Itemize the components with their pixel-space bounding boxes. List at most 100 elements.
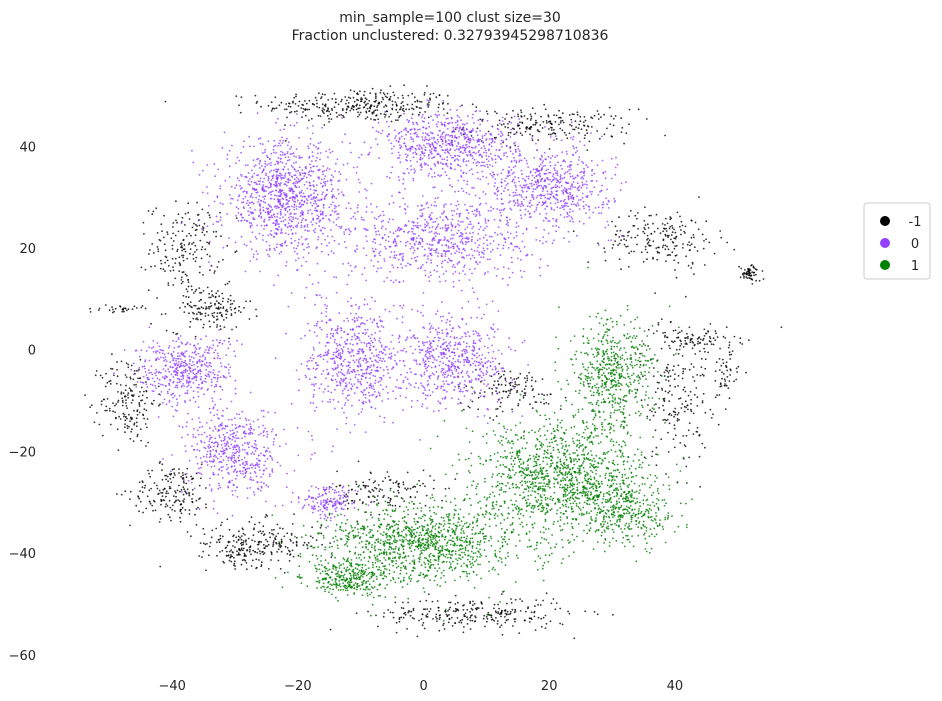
scatter-point bbox=[322, 206, 325, 209]
scatter-point bbox=[385, 105, 388, 108]
scatter-point bbox=[333, 195, 336, 198]
scatter-point bbox=[289, 554, 291, 556]
scatter-point bbox=[494, 110, 496, 113]
scatter-point bbox=[176, 250, 179, 253]
scatter-point bbox=[295, 170, 297, 173]
scatter-point bbox=[474, 615, 476, 617]
scatter-point bbox=[552, 239, 555, 242]
scatter-point bbox=[451, 130, 454, 133]
scatter-point bbox=[222, 246, 225, 249]
scatter-point bbox=[661, 223, 664, 225]
scatter-point bbox=[299, 173, 302, 176]
scatter-point bbox=[275, 207, 278, 210]
scatter-point bbox=[499, 130, 502, 133]
scatter-point bbox=[687, 337, 689, 340]
scatter-point bbox=[301, 210, 303, 212]
scatter-point bbox=[329, 542, 332, 544]
scatter-point bbox=[228, 280, 231, 283]
scatter-point bbox=[723, 384, 726, 387]
scatter-point bbox=[243, 243, 246, 246]
scatter-point bbox=[259, 208, 262, 211]
scatter-point bbox=[646, 234, 649, 237]
scatter-point bbox=[245, 539, 247, 542]
scatter-point bbox=[509, 207, 512, 210]
scatter-point bbox=[320, 532, 323, 535]
scatter-point bbox=[407, 121, 410, 124]
scatter-point bbox=[315, 146, 317, 148]
scatter-point bbox=[377, 131, 380, 134]
scatter-point bbox=[256, 253, 259, 255]
scatter-point bbox=[544, 126, 546, 128]
scatter-point bbox=[701, 233, 704, 236]
scatter-point bbox=[506, 175, 509, 178]
scatter-point bbox=[525, 610, 527, 613]
scatter-point bbox=[164, 474, 167, 477]
scatter-point bbox=[232, 551, 234, 554]
scatter-point bbox=[469, 616, 472, 619]
scatter-point bbox=[227, 300, 229, 303]
scatter-point bbox=[582, 222, 585, 225]
scatter-point bbox=[410, 138, 413, 141]
scatter-point bbox=[209, 305, 212, 308]
scatter-point bbox=[105, 372, 107, 375]
scatter-point bbox=[111, 353, 113, 356]
scatter-point bbox=[555, 186, 557, 189]
scatter-point bbox=[337, 188, 339, 191]
scatter-point bbox=[255, 308, 257, 311]
scatter-point bbox=[428, 134, 430, 137]
scatter-point bbox=[593, 114, 596, 117]
scatter-point bbox=[666, 336, 668, 339]
scatter-point bbox=[517, 148, 520, 151]
scatter-point bbox=[501, 120, 504, 122]
scatter-point bbox=[117, 399, 120, 402]
scatter-point bbox=[133, 305, 136, 308]
scatter-point bbox=[252, 256, 255, 258]
scatter-point bbox=[417, 243, 420, 245]
scatter-point bbox=[179, 510, 182, 513]
scatter-point bbox=[481, 137, 484, 140]
scatter-point bbox=[195, 288, 198, 291]
scatter-point bbox=[240, 235, 243, 238]
scatter-point bbox=[675, 236, 677, 239]
scatter-point bbox=[467, 240, 470, 243]
scatter-point bbox=[397, 491, 400, 494]
scatter-point bbox=[570, 195, 573, 198]
scatter-point bbox=[294, 110, 296, 113]
scatter-point bbox=[578, 132, 580, 134]
scatter-point bbox=[672, 369, 674, 371]
scatter-point bbox=[551, 155, 554, 157]
scatter-point bbox=[477, 177, 479, 180]
scatter-point bbox=[327, 253, 330, 256]
scatter-point bbox=[281, 231, 283, 234]
scatter-point bbox=[251, 539, 254, 541]
scatter-point bbox=[211, 294, 214, 296]
scatter-point bbox=[235, 541, 238, 544]
scatter-point bbox=[535, 119, 537, 122]
scatter-point bbox=[601, 184, 603, 187]
scatter-point bbox=[357, 107, 360, 110]
scatter-point bbox=[464, 132, 466, 134]
scatter-point bbox=[435, 96, 438, 99]
scatter-point bbox=[313, 185, 315, 188]
scatter-point bbox=[129, 376, 132, 379]
scatter-point bbox=[229, 306, 232, 309]
scatter-point bbox=[404, 144, 407, 147]
scatter-point bbox=[294, 217, 297, 220]
chart-title: min_sample=100 clust size=30 Fraction un… bbox=[292, 10, 609, 44]
scatter-point bbox=[745, 276, 748, 278]
scatter-point bbox=[445, 613, 448, 616]
scatter-point bbox=[474, 147, 476, 149]
scatter-point bbox=[275, 121, 277, 124]
scatter-point bbox=[500, 172, 503, 175]
scatter-point bbox=[326, 189, 329, 191]
scatter-point bbox=[468, 150, 470, 153]
scatter-point bbox=[388, 177, 391, 179]
scatter-point bbox=[319, 526, 322, 529]
scatter-point bbox=[377, 260, 379, 263]
scatter-point bbox=[359, 181, 361, 184]
scatter-point bbox=[203, 234, 206, 236]
scatter-point bbox=[274, 249, 276, 251]
scatter-point bbox=[438, 114, 440, 116]
scatter-point bbox=[614, 240, 616, 243]
scatter-point bbox=[701, 373, 704, 376]
